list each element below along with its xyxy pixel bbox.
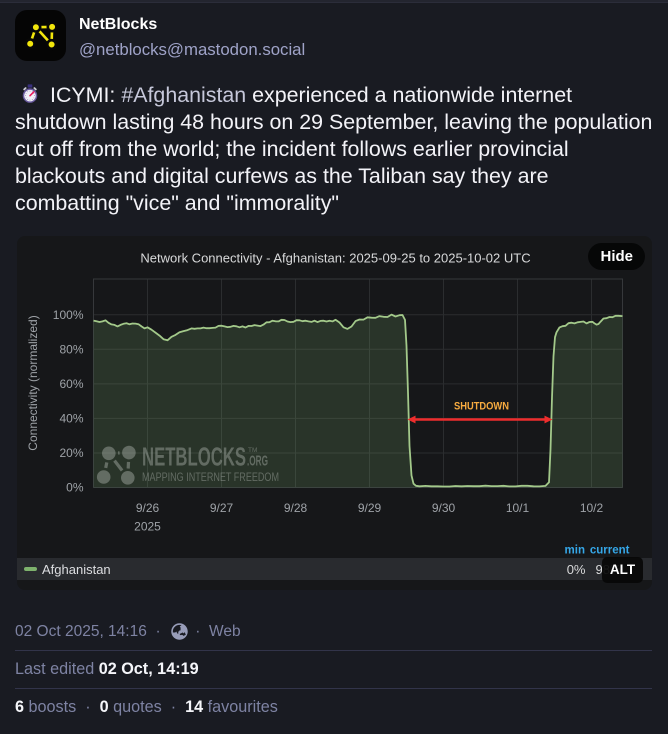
svg-text:9/29: 9/29 — [358, 501, 382, 515]
svg-text:10/2: 10/2 — [580, 501, 604, 515]
svg-text:Network Connectivity - Afghani: Network Connectivity - Afghanistan: 2025… — [140, 251, 530, 266]
svg-text:.ORG: .ORG — [247, 453, 268, 470]
svg-text:current: current — [590, 545, 630, 557]
svg-text:40%: 40% — [59, 412, 83, 426]
svg-text:60%: 60% — [59, 377, 83, 391]
svg-text:80%: 80% — [59, 343, 83, 357]
svg-text:10/1: 10/1 — [506, 501, 530, 515]
svg-text:2025: 2025 — [134, 520, 161, 534]
svg-text:9/28: 9/28 — [284, 501, 308, 515]
svg-text:Afghanistan: Afghanistan — [42, 562, 111, 577]
svg-text:9/26: 9/26 — [136, 501, 160, 515]
svg-text:TM: TM — [248, 447, 257, 454]
svg-text:min: min — [565, 545, 585, 557]
svg-text:9/27: 9/27 — [210, 501, 234, 515]
svg-text:SHUTDOWN: SHUTDOWN — [454, 401, 509, 413]
svg-text:MAPPING INTERNET FREEDOM: MAPPING INTERNET FREEDOM — [142, 470, 279, 484]
svg-text:9/30: 9/30 — [432, 501, 456, 515]
svg-text:20%: 20% — [59, 446, 83, 460]
svg-text:100%: 100% — [53, 308, 84, 322]
svg-text:0%: 0% — [567, 562, 586, 577]
svg-text:NETBLOCKS: NETBLOCKS — [142, 442, 246, 472]
svg-text:Connectivity (normalized): Connectivity (normalized) — [26, 315, 40, 450]
svg-text:0%: 0% — [66, 481, 84, 495]
